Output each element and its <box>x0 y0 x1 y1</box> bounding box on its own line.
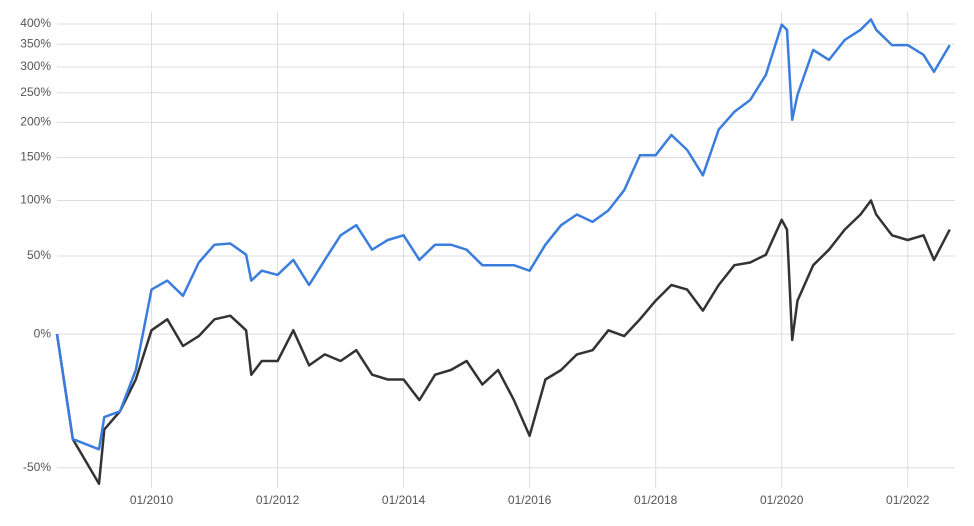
y-tick-label: 100% <box>20 193 51 207</box>
x-tick-label: 01/2022 <box>886 493 930 507</box>
y-tick-label: 50% <box>27 248 51 262</box>
y-tick-label: 250% <box>20 85 51 99</box>
series-line <box>55 199 951 486</box>
y-tick-label: 0% <box>34 326 52 340</box>
x-tick-label: 01/2016 <box>508 493 552 507</box>
y-tick-label: 300% <box>20 59 51 73</box>
x-tick-label: 01/2010 <box>130 493 174 507</box>
x-tick-label: 01/2020 <box>760 493 804 507</box>
y-tick-label: 200% <box>20 115 51 129</box>
series-line <box>55 18 951 451</box>
x-tick-label: 01/2014 <box>382 493 426 507</box>
y-tick-label: 150% <box>20 150 51 164</box>
y-tick-label: 350% <box>20 36 51 50</box>
y-tick-label: -50% <box>23 460 51 474</box>
x-tick-label: 01/2012 <box>256 493 300 507</box>
x-tick-label: 01/2018 <box>634 493 678 507</box>
y-tick-label: 400% <box>20 16 51 30</box>
